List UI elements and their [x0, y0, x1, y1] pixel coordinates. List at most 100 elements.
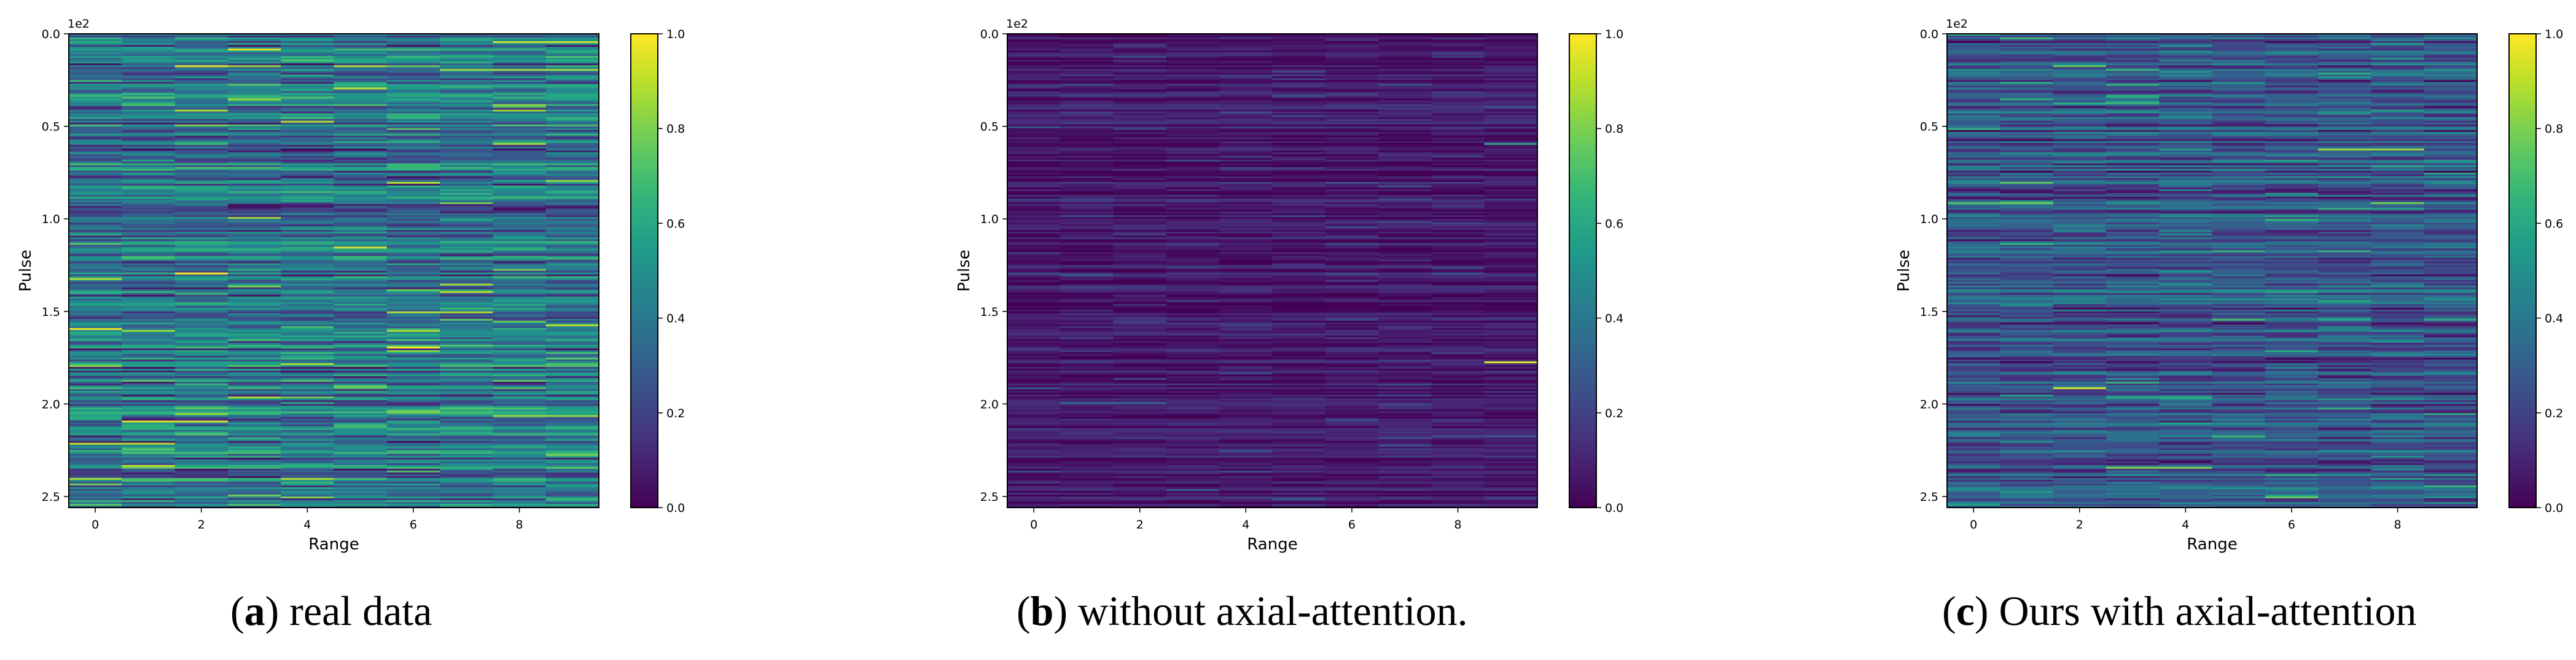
heatmap-cell [122, 305, 176, 308]
heatmap-cell [386, 409, 440, 412]
heatmap-cell [493, 346, 547, 349]
heatmap-cell [1325, 385, 1379, 388]
heatmap-cell [174, 133, 228, 136]
heatmap-cell [69, 346, 122, 349]
heatmap-cell [440, 222, 493, 225]
heatmap-cell [1378, 179, 1432, 183]
heatmap-cell [1325, 280, 1379, 283]
heatmap-cell [1219, 466, 1273, 469]
heatmap-cell [69, 187, 122, 190]
heatmap-cell [1378, 420, 1432, 423]
heatmap-cell [1431, 168, 1485, 171]
heatmap-cell [1431, 176, 1485, 179]
heatmap-cell [69, 494, 122, 497]
heatmap-cell [174, 235, 228, 238]
heatmap-cell [1484, 181, 1537, 184]
heatmap-cell [386, 400, 440, 403]
heatmap-cell [386, 359, 440, 362]
heatmap-cell [69, 454, 122, 457]
heatmap-cell [174, 159, 228, 162]
heatmap-cell [1060, 331, 1114, 334]
heatmap-cell [227, 187, 281, 190]
heatmap-cell [227, 197, 281, 199]
heatmap-cell [545, 307, 599, 310]
heatmap-cell [386, 98, 440, 101]
heatmap-cell [174, 154, 228, 157]
heatmap-cell [1431, 418, 1485, 422]
heatmap-cell [1484, 130, 1537, 133]
heatmap-cell [334, 470, 388, 473]
heatmap-cell [1272, 52, 1326, 55]
heatmap-cell [493, 474, 547, 477]
heatmap-cell [334, 463, 388, 466]
heatmap-cell [334, 391, 388, 393]
heatmap-cell [1007, 354, 1061, 356]
heatmap-cell [1166, 457, 1220, 460]
y-tick-label: 2.0 [42, 398, 60, 411]
heatmap-cell [1378, 363, 1432, 366]
heatmap-cell [440, 276, 493, 279]
heatmap-cell [1484, 280, 1537, 283]
heatmap-cell [1272, 98, 1326, 101]
heatmap-cell [281, 344, 335, 347]
heatmap-cell [545, 489, 599, 492]
heatmap-cell [334, 187, 388, 190]
heatmap-cell [122, 170, 176, 173]
heatmap-cell [1113, 74, 1167, 77]
heatmap-cell [493, 178, 547, 181]
heatmap-cell [334, 168, 388, 171]
heatmap-cell [227, 91, 281, 93]
heatmap-cell [174, 261, 228, 264]
heatmap-cell [334, 331, 388, 334]
heatmap-cell [1378, 71, 1432, 73]
heatmap-cell [281, 376, 335, 379]
heatmap-cell [334, 294, 388, 297]
heatmap-cell [174, 479, 228, 482]
heatmap-cell [334, 501, 388, 505]
heatmap-cell [1484, 470, 1537, 473]
heatmap-cell [1219, 385, 1273, 388]
heatmap-cell [122, 191, 176, 194]
heatmap-cell [1219, 126, 1273, 129]
heatmap-cell [1431, 43, 1485, 45]
heatmap-cell [1007, 239, 1061, 242]
heatmap-cell [1060, 409, 1114, 412]
heatmap-cell [1325, 291, 1379, 294]
heatmap-cell [1007, 472, 1061, 475]
heatmap-cell [493, 89, 547, 92]
heatmap-cell [1219, 276, 1273, 279]
heatmap-cell [1431, 287, 1485, 290]
heatmap-cell [69, 350, 122, 353]
heatmap-cell [1272, 454, 1326, 457]
heatmap-cell [493, 435, 547, 438]
heatmap-cell [69, 409, 122, 412]
heatmap-cell [334, 146, 388, 149]
heatmap-cell [1113, 143, 1167, 146]
heatmap-cell [1166, 380, 1220, 382]
heatmap-cell [440, 324, 493, 327]
heatmap-cell [1166, 335, 1220, 338]
heatmap-cell [1378, 119, 1432, 122]
heatmap-cell [1272, 84, 1326, 86]
heatmap-cell [1431, 304, 1485, 307]
heatmap-cell [1378, 226, 1432, 229]
heatmap-cell [1272, 96, 1326, 100]
heatmap-cell [386, 492, 440, 495]
heatmap-cell [227, 87, 281, 90]
heatmap-cell [493, 84, 547, 86]
heatmap-cell [1166, 39, 1220, 42]
heatmap-cell [1431, 254, 1485, 256]
heatmap-cell [493, 494, 547, 497]
heatmap-cell [122, 376, 176, 379]
heatmap-cell [1272, 172, 1326, 175]
heatmap-cell [69, 230, 122, 232]
heatmap-cell [69, 54, 122, 57]
heatmap-cell [227, 232, 281, 234]
heatmap-cell [174, 485, 228, 488]
heatmap-cell [1325, 152, 1379, 155]
heatmap-cell [281, 300, 335, 303]
heatmap-cell [386, 376, 440, 379]
heatmap-cell [1060, 293, 1114, 296]
heatmap-cell [1378, 41, 1432, 44]
heatmap-cell [1060, 363, 1114, 366]
